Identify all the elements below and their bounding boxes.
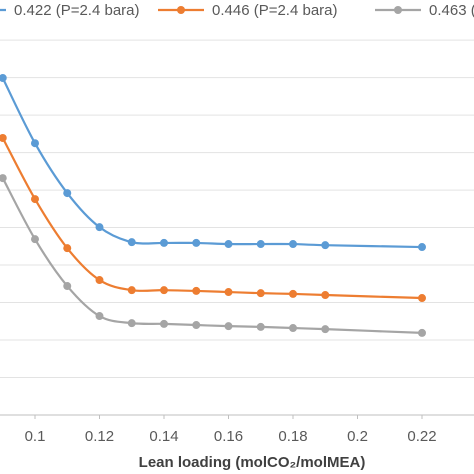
data-point (289, 240, 298, 249)
data-point (159, 286, 168, 295)
data-point (224, 288, 233, 297)
data-point (95, 312, 104, 321)
legend-marker (177, 6, 185, 14)
x-tick-label: 0.12 (85, 428, 114, 445)
data-point (418, 243, 427, 252)
series-line (1, 177, 423, 334)
legend-label: 0.446 (P=2.4 bara) (212, 2, 338, 19)
x-tick-label: 0.22 (407, 428, 436, 445)
data-point (30, 195, 39, 204)
data-point (0, 133, 7, 142)
data-point (289, 324, 298, 333)
data-point (63, 282, 72, 291)
data-point (321, 325, 330, 334)
data-point (192, 238, 201, 247)
data-point (127, 319, 136, 328)
data-point (256, 289, 265, 298)
data-point (256, 322, 265, 331)
data-point (418, 294, 427, 303)
series-line (1, 137, 423, 300)
data-point (30, 139, 39, 148)
data-point (256, 240, 265, 249)
data-point (159, 238, 168, 247)
data-point (321, 291, 330, 300)
series-line (1, 77, 423, 249)
data-point (127, 238, 136, 247)
data-point (224, 240, 233, 249)
data-point (63, 189, 72, 198)
data-point (289, 289, 298, 298)
data-point (0, 73, 7, 82)
data-point (224, 322, 233, 331)
x-axis-label: Lean loading (molCO₂/molMEA) (139, 454, 366, 471)
x-tick-label: 0.16 (214, 428, 243, 445)
x-tick-label: 0.1 (25, 428, 46, 445)
data-point (192, 286, 201, 295)
data-point (95, 276, 104, 285)
legend-label: 0.422 (P=2.4 bara) (14, 2, 140, 19)
data-point (63, 244, 72, 253)
data-point (0, 174, 7, 183)
data-point (127, 286, 136, 295)
x-tick-label: 0.18 (278, 428, 307, 445)
data-point (192, 321, 201, 330)
legend-label: 0.463 (P=2.4 bara) (429, 2, 474, 19)
data-point (418, 328, 427, 337)
data-point (30, 235, 39, 244)
data-point (95, 223, 104, 232)
data-point (159, 319, 168, 328)
data-point (321, 241, 330, 250)
legend-marker (394, 6, 402, 14)
x-tick-label: 0.14 (149, 428, 178, 445)
x-tick-label: 0.2 (347, 428, 368, 445)
